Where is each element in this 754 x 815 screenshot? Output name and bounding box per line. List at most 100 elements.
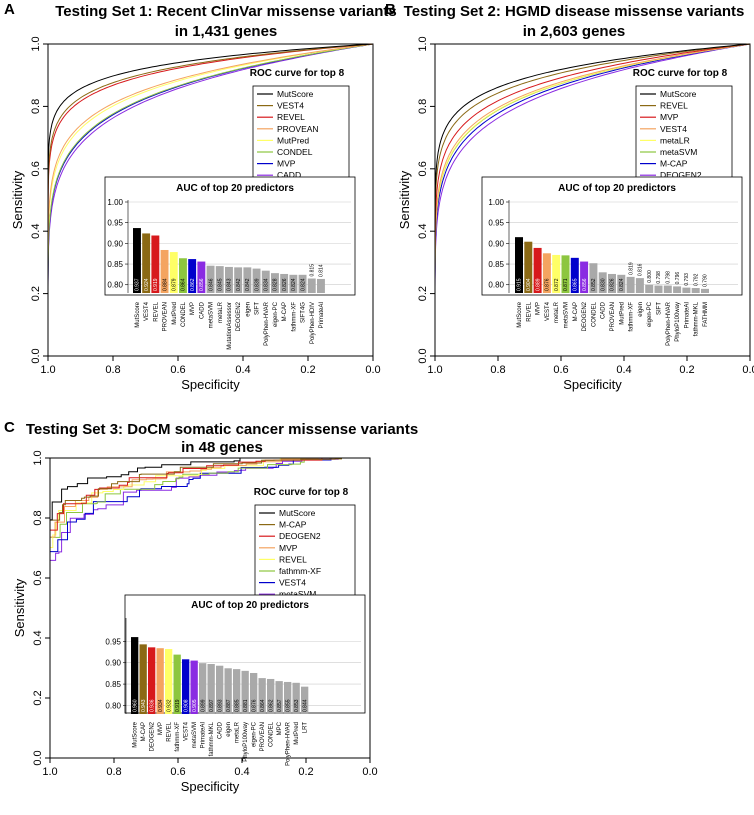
- inset-bar-value: 0.889: [535, 278, 541, 291]
- y-tick-label: 0.4: [32, 630, 44, 645]
- y-tick-label: 0.8: [32, 510, 44, 525]
- inset-bar-value: 0.839: [254, 278, 260, 291]
- inset-category-label: MutScore: [517, 301, 523, 327]
- inset-category-label: SIFT4G: [301, 302, 307, 323]
- roc-line-deogen2: [434, 43, 751, 356]
- y-tick-label: 0.2: [32, 690, 44, 705]
- legend-label: M-CAP: [279, 520, 307, 530]
- inset-bar-value: 0.864: [260, 699, 266, 712]
- inset-category-label: CADD: [218, 721, 224, 739]
- inset-y-tick-label: 0.80: [105, 701, 121, 710]
- inset-category-label: MutPred: [172, 302, 178, 325]
- roc-line-provean: [47, 43, 374, 356]
- x-axis-label: Specificity: [563, 377, 622, 392]
- legend-label: VEST4: [279, 578, 306, 588]
- inset-title: AUC of top 20 predictors: [191, 600, 309, 611]
- inset-bar: [207, 664, 215, 714]
- inset-category-label: M-CAP: [282, 302, 288, 321]
- inset-category-label: MutScore: [135, 301, 141, 327]
- inset-bar-value: 0.834: [263, 278, 269, 291]
- inset-category-label: M-CAP: [141, 722, 147, 741]
- inset-bar-value: 0.852: [591, 278, 597, 291]
- inset-bar: [645, 284, 654, 293]
- inset-bar: [156, 648, 164, 714]
- inset-bar-value: 0.885: [234, 699, 240, 712]
- inset-category-label: eigen: [226, 722, 232, 737]
- inset-bar-value: 0.846: [208, 278, 214, 291]
- inset-category-label: fathmm-XF: [629, 302, 635, 332]
- inset-bar: [589, 263, 598, 293]
- inset-bar: [250, 672, 258, 714]
- inset-category-label: DEOGEN2: [236, 301, 242, 331]
- inset-bar: [275, 681, 283, 714]
- inset-category-label: PROVEAN: [260, 722, 266, 751]
- inset-category-label: SIFT: [656, 302, 662, 315]
- legend-label: MutScore: [279, 508, 316, 518]
- x-tick-label: 0.4: [235, 364, 250, 376]
- inset-category-label: CONDEL: [181, 301, 187, 327]
- inset-category-label: MVP: [158, 722, 164, 735]
- inset-title: AUC of top 20 predictors: [558, 183, 676, 194]
- x-tick-label: 0.0: [365, 364, 380, 376]
- inset-bar-value: 0.844: [302, 699, 308, 712]
- roc-curves: [49, 457, 370, 758]
- inset-bar: [173, 654, 181, 714]
- inset-bar: [673, 286, 682, 293]
- inset-bar-value: 0.856: [199, 278, 205, 291]
- legend-label: DEOGEN2: [279, 531, 321, 541]
- inset-bar: [626, 276, 635, 293]
- inset-category-label: fathmm-XF: [175, 722, 181, 752]
- inset-bar-value: 0.924: [144, 278, 150, 291]
- y-tick-label: 0.6: [32, 570, 44, 585]
- x-axis-label: Specificity: [181, 377, 240, 392]
- inset-bar-value: 0.843: [227, 278, 233, 291]
- inset-y-tick-label: 0.80: [107, 281, 123, 290]
- x-axis-label: Specificity: [181, 779, 240, 794]
- inset-bar-value: 0.798: [656, 271, 662, 284]
- inset-bar: [241, 670, 249, 714]
- panel-a: A Testing Set 1: Recent ClinVar missense …: [4, 1, 397, 392]
- inset-category-label: VEST4: [184, 721, 190, 741]
- inset-bar: [307, 278, 316, 293]
- inset-bar-value: 0.932: [166, 699, 172, 712]
- inset-category-label: M-CAP: [573, 302, 579, 321]
- roc-line-mvp: [434, 43, 751, 356]
- inset-bar: [165, 649, 173, 714]
- inset-bar: [206, 265, 215, 293]
- inset-bar-value: 0.960: [132, 699, 138, 712]
- inset-bar-value: 0.814: [319, 264, 325, 277]
- inset-y-tick-label: 0.90: [107, 239, 123, 248]
- inset-bar: [151, 235, 160, 293]
- inset-category-label: DEOGEN2: [582, 301, 588, 331]
- roc-line-fathmm-xf: [49, 457, 370, 758]
- inset-bar: [252, 268, 261, 293]
- inset-bar-value: 0.824: [300, 278, 306, 291]
- legend-label: MVP: [277, 159, 296, 169]
- inset-category-label: metaSVM: [192, 722, 198, 748]
- inset-bar-value: 0.872: [554, 278, 560, 291]
- legend-box: [635, 85, 733, 187]
- inset-category-label: MVP: [536, 302, 542, 315]
- inset-bar: [542, 253, 551, 293]
- legend-label: metaSVM: [660, 147, 697, 157]
- inset-y-tick-label: 0.95: [105, 637, 121, 646]
- inset-bar-value: 0.816: [638, 263, 644, 276]
- inset-bar-value: 0.887: [226, 699, 232, 712]
- panel-letter: A: [4, 1, 15, 18]
- inset-category-label: metaLR: [218, 301, 224, 323]
- legend-label: MutScore: [660, 89, 697, 99]
- legend-title: ROC curve for top 8: [254, 487, 349, 498]
- x-tick-label: 0.0: [742, 364, 754, 376]
- x-tick-label: 0.2: [300, 364, 315, 376]
- inset-category-label: PrimateAI: [684, 302, 690, 329]
- inset-category-label: VEST4: [545, 301, 551, 321]
- inset-bar: [298, 274, 307, 293]
- inset-bar-value: 0.855: [285, 699, 291, 712]
- inset-bar: [289, 274, 298, 293]
- y-tick-label: 1.0: [32, 450, 44, 465]
- legend-label: REVEL: [660, 101, 688, 111]
- inset-category-label: eigen: [638, 302, 644, 317]
- legend-label: DEOGEN2: [660, 170, 702, 180]
- inset-bar: [182, 659, 190, 714]
